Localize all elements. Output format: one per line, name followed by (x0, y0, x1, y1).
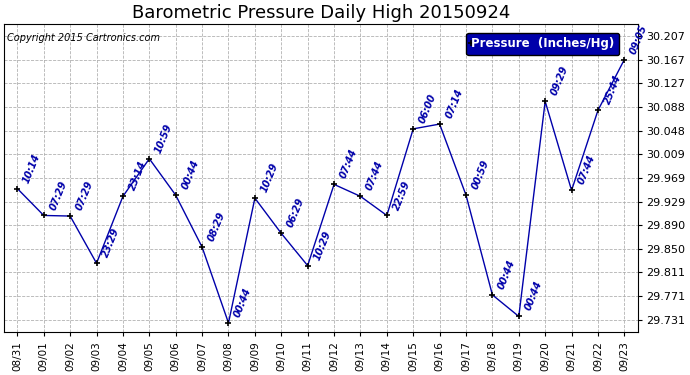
Text: 06:00: 06:00 (417, 92, 438, 124)
Text: 07:44: 07:44 (575, 154, 597, 186)
Title: Barometric Pressure Daily High 20150924: Barometric Pressure Daily High 20150924 (132, 4, 510, 22)
Pressure  (Inches/Hg) (92, 261, 101, 266)
Text: 07:14: 07:14 (444, 87, 464, 120)
Pressure  (Inches/Hg) (435, 122, 444, 126)
Pressure  (Inches/Hg) (541, 99, 549, 104)
Pressure  (Inches/Hg) (13, 186, 21, 191)
Text: 09:29: 09:29 (549, 65, 570, 97)
Pressure  (Inches/Hg) (145, 156, 153, 161)
Pressure  (Inches/Hg) (66, 214, 75, 218)
Pressure  (Inches/Hg) (462, 193, 470, 197)
Text: 10:29: 10:29 (312, 229, 333, 261)
Pressure  (Inches/Hg) (489, 292, 497, 297)
Text: 10:59: 10:59 (153, 122, 175, 154)
Pressure  (Inches/Hg) (383, 213, 391, 218)
Text: 09:05: 09:05 (629, 23, 649, 56)
Pressure  (Inches/Hg) (224, 321, 233, 325)
Text: 06:29: 06:29 (286, 197, 306, 229)
Pressure  (Inches/Hg) (567, 188, 575, 193)
Text: 22:59: 22:59 (391, 179, 412, 211)
Text: 00:44: 00:44 (233, 286, 253, 319)
Pressure  (Inches/Hg) (330, 182, 338, 187)
Text: 10:14: 10:14 (21, 152, 42, 184)
Pressure  (Inches/Hg) (356, 194, 364, 199)
Pressure  (Inches/Hg) (119, 194, 127, 199)
Text: 00:59: 00:59 (470, 159, 491, 191)
Text: 23:14: 23:14 (127, 160, 148, 192)
Text: 08:29: 08:29 (206, 211, 227, 243)
Pressure  (Inches/Hg) (515, 314, 523, 319)
Pressure  (Inches/Hg) (409, 127, 417, 131)
Text: 00:44: 00:44 (180, 159, 201, 191)
Text: 07:44: 07:44 (338, 148, 359, 180)
Legend: Pressure  (Inches/Hg): Pressure (Inches/Hg) (466, 33, 619, 55)
Text: 25:44: 25:44 (602, 74, 623, 106)
Text: Copyright 2015 Cartronics.com: Copyright 2015 Cartronics.com (8, 33, 160, 43)
Pressure  (Inches/Hg) (172, 193, 180, 197)
Text: 10:29: 10:29 (259, 162, 280, 194)
Text: 07:29: 07:29 (75, 180, 95, 212)
Pressure  (Inches/Hg) (39, 213, 48, 218)
Pressure  (Inches/Hg) (304, 263, 312, 268)
Text: 07:29: 07:29 (48, 179, 69, 211)
Pressure  (Inches/Hg) (198, 245, 206, 249)
Line: Pressure  (Inches/Hg): Pressure (Inches/Hg) (14, 56, 628, 327)
Pressure  (Inches/Hg) (620, 57, 629, 62)
Text: 00:44: 00:44 (523, 280, 544, 312)
Text: 23:29: 23:29 (101, 227, 121, 259)
Pressure  (Inches/Hg) (250, 196, 259, 200)
Text: 07:44: 07:44 (364, 160, 386, 192)
Text: 00:44: 00:44 (497, 258, 518, 291)
Pressure  (Inches/Hg) (277, 231, 286, 236)
Pressure  (Inches/Hg) (594, 108, 602, 112)
